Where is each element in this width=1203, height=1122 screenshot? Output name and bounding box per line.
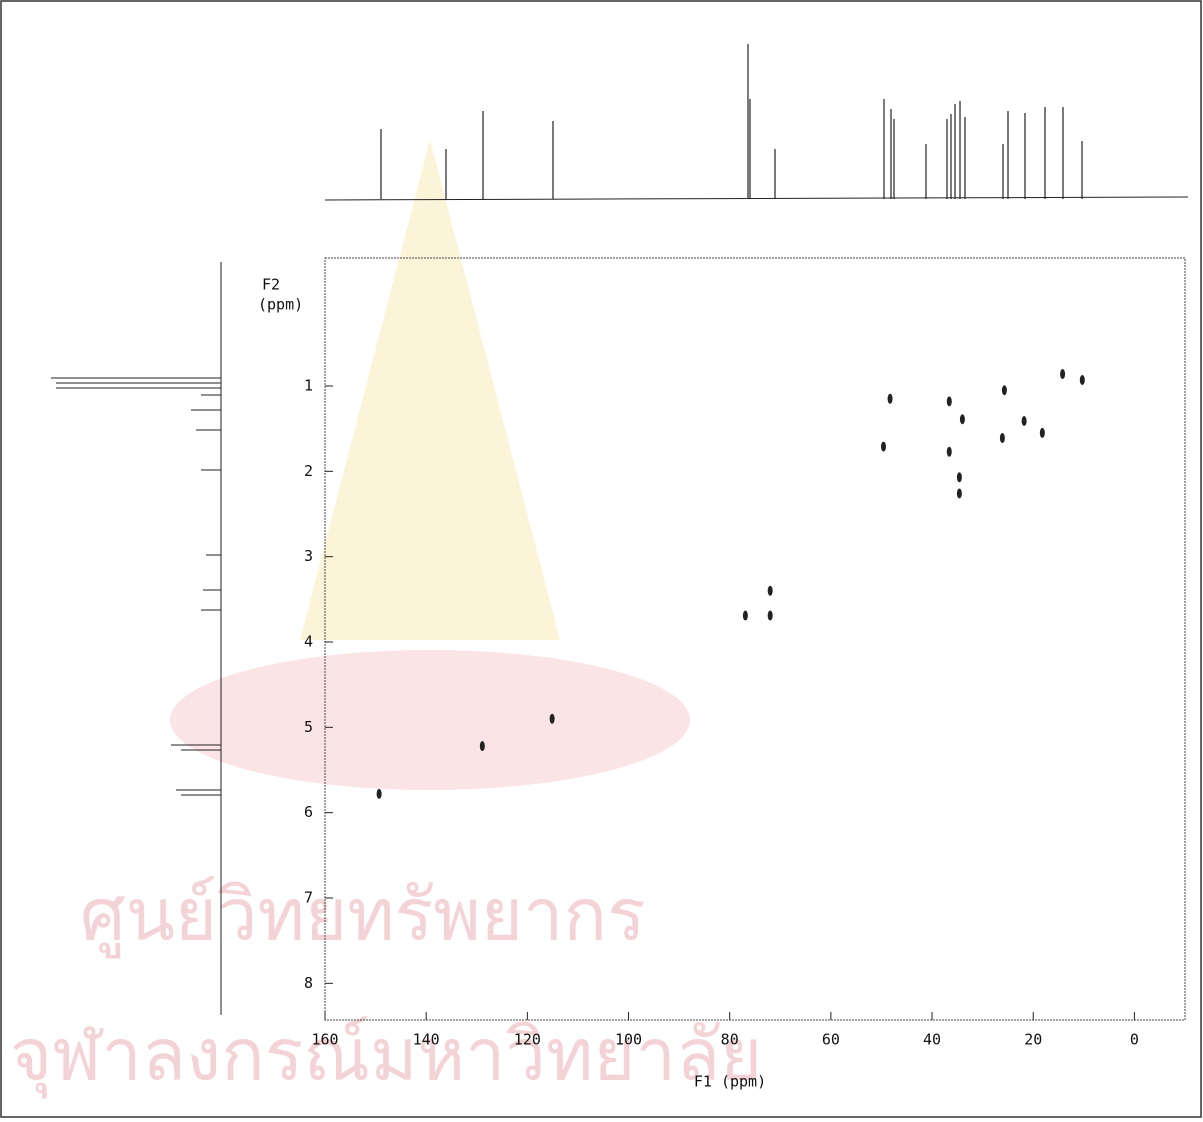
cross-peak [1060,369,1066,380]
cross-peak [742,610,748,621]
watermark-text: จุฬาลงกรณ์มหาวิทยาลัย [10,1013,762,1099]
y-tick-label: 2 [304,462,313,480]
y-tick-label: 4 [304,632,313,650]
cross-peak [880,441,886,452]
cross-peak [1001,385,1007,396]
cross-peak [376,788,382,799]
y-tick-label: 3 [304,547,313,565]
x-axis-label: F1 (ppm) [694,1073,766,1091]
watermark-emblem [170,650,690,790]
cross-peak [479,741,485,752]
cross-peak [549,713,555,724]
x-tick-label: 0 [1130,1031,1139,1049]
x-tick-label: 40 [923,1031,941,1049]
top-projection-baseline [324,196,1189,201]
cross-peak [956,472,962,483]
cross-peak [999,433,1005,444]
x-tick-label: 140 [413,1031,440,1049]
cross-peak [959,414,965,425]
cross-peak [767,585,773,596]
watermark-text: ศูนย์วิทยทรัพยากร [80,873,646,959]
x-tick-label: 20 [1024,1031,1042,1049]
y-tick-label: 1 [304,376,313,394]
y-axis-label: F2 [262,276,280,294]
cross-peak [946,396,952,407]
y-tick-label: 8 [304,974,313,992]
cross-peak [767,610,773,621]
plot-area [324,257,1186,1021]
x-tick-label: 100 [615,1031,642,1049]
y-tick-label: 5 [304,718,313,736]
cross-peak [1021,415,1027,426]
x-tick-label: 120 [514,1031,541,1049]
x-tick-label: 160 [311,1031,338,1049]
left-projection [51,377,221,796]
cross-peak [956,488,962,499]
x-tick-label: 80 [721,1031,739,1049]
y-tick-label: 6 [304,803,313,821]
y-axis-label: (ppm) [258,296,303,314]
top-projection [380,44,1083,199]
cross-peak [1039,427,1045,438]
x-tick-label: 60 [822,1031,840,1049]
cross-peak [1079,375,1085,386]
cross-peak [887,393,893,404]
watermark-emblem [300,140,560,640]
y-tick-label: 7 [304,888,313,906]
cross-peak [946,446,952,457]
